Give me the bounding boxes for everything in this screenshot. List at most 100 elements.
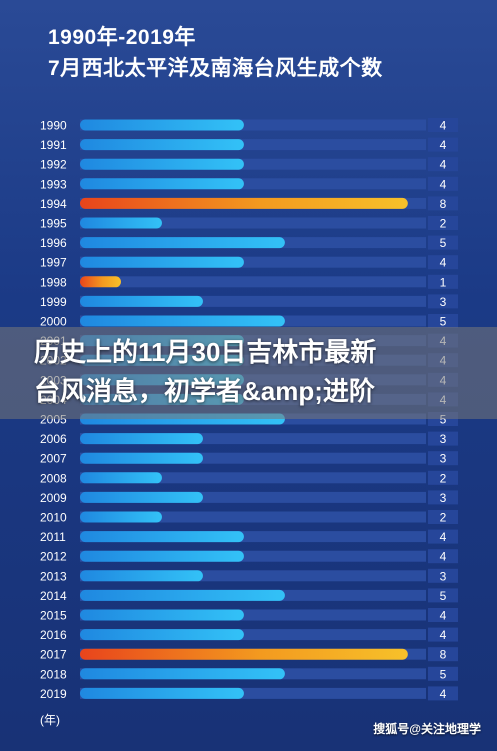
bar [80, 119, 244, 131]
bar [80, 687, 244, 699]
bar-track [80, 178, 426, 190]
bar [80, 629, 244, 641]
value-label: 4 [440, 177, 447, 191]
bar [80, 295, 203, 307]
bar-track [80, 687, 426, 699]
category-label: 1995 [40, 217, 67, 231]
category-label: 1998 [40, 275, 67, 289]
bar-track [80, 276, 426, 288]
category-label: 1999 [40, 295, 67, 309]
category-label: 2007 [40, 452, 67, 466]
value-box [428, 176, 458, 191]
category-label: 2017 [40, 648, 67, 662]
value-label: 4 [440, 119, 447, 133]
category-label: 2016 [40, 628, 67, 642]
bar [80, 589, 285, 601]
bar [80, 648, 408, 660]
bar [80, 491, 203, 503]
value-label: 4 [440, 687, 447, 701]
value-label: 5 [440, 589, 447, 603]
value-label: 4 [440, 550, 447, 564]
value-label: 5 [440, 315, 447, 329]
value-box [428, 196, 458, 211]
bar-track [80, 158, 426, 170]
value-box [428, 686, 458, 701]
headline-text[interactable]: 历史上的11月30日吉林市最新 台风消息，初学者&amp;进阶 [34, 333, 474, 411]
value-box [428, 118, 458, 132]
value-box [428, 549, 458, 564]
value-label: 3 [440, 491, 447, 505]
category-label: 2018 [40, 667, 67, 681]
value-box [428, 431, 458, 446]
chart-title: 1990年-2019年 7月西北太平洋及南海台风生成个数 [48, 22, 383, 84]
bar [80, 472, 162, 484]
value-box [428, 294, 458, 309]
bar [80, 178, 244, 190]
value-box [428, 627, 458, 642]
value-box [428, 451, 458, 466]
bar [80, 256, 244, 268]
bar [80, 668, 285, 680]
category-label: 2009 [40, 491, 67, 505]
value-label: 8 [440, 197, 447, 211]
value-label: 3 [440, 452, 447, 466]
category-label: 1991 [40, 138, 67, 152]
bar [80, 197, 408, 209]
value-box [428, 529, 458, 544]
value-label: 2 [440, 511, 447, 525]
category-label: 2012 [40, 550, 67, 564]
value-box [428, 568, 458, 583]
bar-track [80, 531, 426, 543]
category-label: 2015 [40, 609, 67, 623]
category-label: 1993 [40, 177, 67, 191]
category-label: 2011 [40, 530, 66, 544]
value-label: 5 [440, 413, 447, 427]
y-axis-label: (年) [40, 713, 60, 727]
value-box [428, 157, 458, 172]
category-label: 1992 [40, 158, 67, 172]
value-box [428, 608, 458, 622]
value-label: 5 [440, 236, 447, 250]
bar [80, 550, 244, 562]
value-box [428, 216, 458, 230]
bar-track [80, 609, 426, 621]
value-box [428, 235, 458, 250]
category-label: 2000 [40, 315, 67, 329]
category-label: 1997 [40, 256, 67, 270]
value-box [428, 588, 458, 603]
category-label: 2019 [40, 687, 67, 701]
bar-track [80, 295, 426, 307]
watermark: 搜狐号@关注地理学 [373, 722, 481, 736]
bar [80, 531, 244, 543]
category-label: 1996 [40, 236, 67, 250]
bar-track [80, 452, 426, 464]
value-label: 5 [440, 667, 447, 681]
value-box [428, 470, 458, 485]
bar-track [80, 217, 426, 229]
headline-line-2: 台风消息，初学者&amp;进阶 [34, 376, 375, 406]
value-label: 4 [440, 158, 447, 172]
value-box [428, 490, 458, 505]
value-label: 3 [440, 295, 447, 309]
bar [80, 511, 162, 523]
bar [80, 315, 285, 327]
title-line-2: 7月西北太平洋及南海台风生成个数 [48, 57, 383, 80]
bar [80, 276, 121, 288]
bar-track [80, 511, 426, 523]
category-label: 2013 [40, 569, 67, 583]
category-label: 2010 [40, 511, 67, 525]
bar-track [80, 550, 426, 562]
category-label: 2014 [40, 589, 67, 603]
category-label: 2006 [40, 432, 67, 446]
headline-overlay [0, 327, 497, 419]
bar [80, 237, 285, 249]
value-box [428, 666, 458, 681]
value-label: 4 [440, 256, 447, 270]
value-label: 3 [440, 432, 447, 446]
value-label: 4 [440, 530, 447, 544]
bar-track [80, 139, 426, 151]
value-box [428, 255, 458, 270]
value-label: 2 [440, 217, 447, 231]
value-box [428, 510, 458, 524]
bar-track [80, 256, 426, 268]
